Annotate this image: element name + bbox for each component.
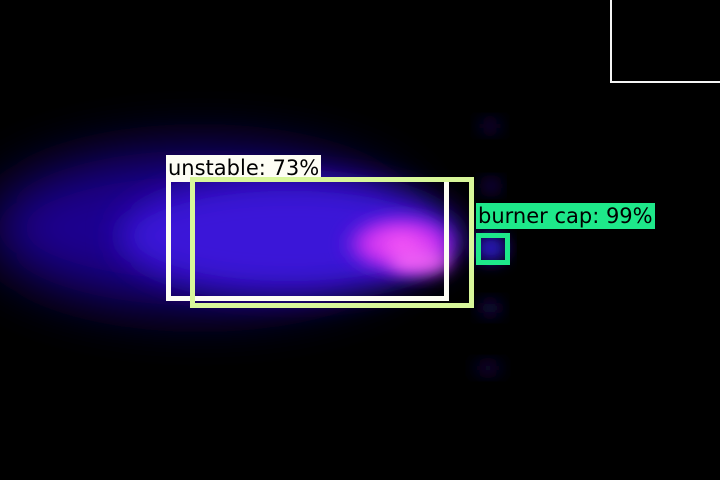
frame-corner-outline xyxy=(610,0,720,83)
burner-port xyxy=(475,234,507,262)
burner-port xyxy=(478,120,502,132)
flame-tip xyxy=(390,250,450,274)
burner-port xyxy=(478,301,502,315)
detection-box-burner-cap xyxy=(476,233,510,265)
burner-port xyxy=(474,362,502,374)
burner-port xyxy=(481,180,501,192)
detection-label-unstable: unstable: 73% xyxy=(166,155,322,181)
detection-label-burner-cap: burner cap: 99% xyxy=(476,203,655,229)
detection-box-secondary xyxy=(190,177,474,308)
